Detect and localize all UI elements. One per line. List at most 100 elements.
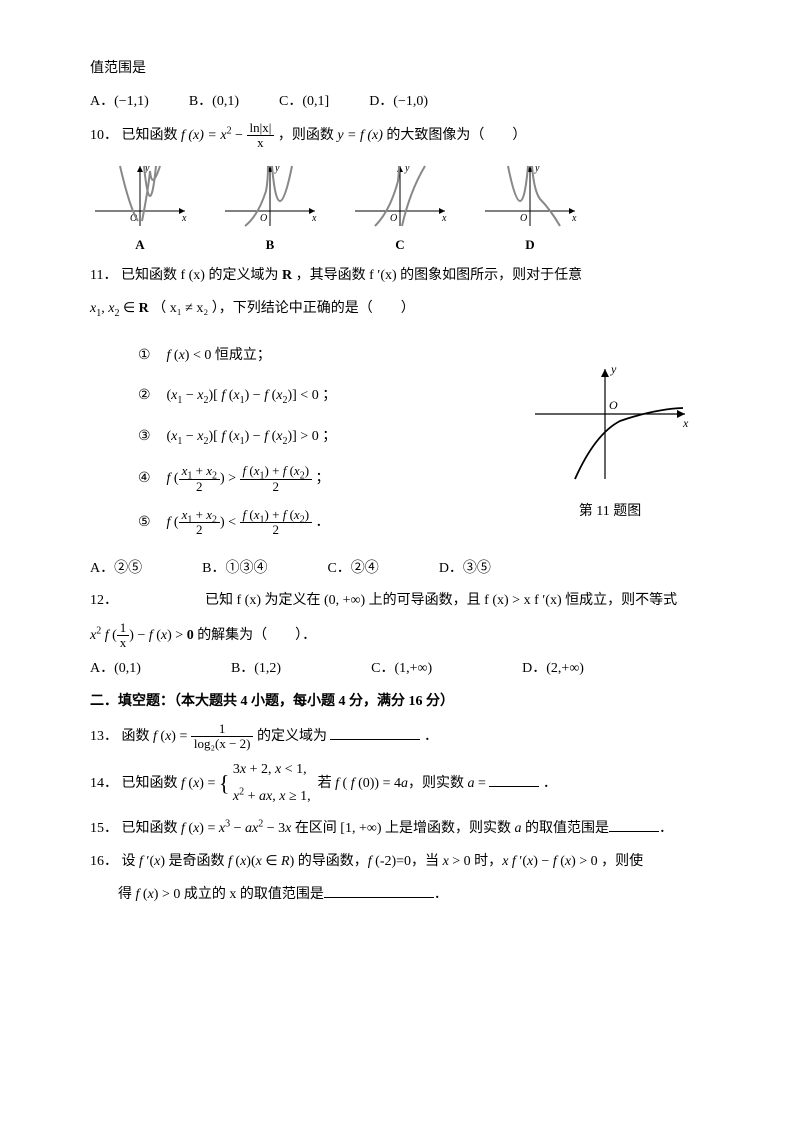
q10-frac-den: x <box>247 136 275 150</box>
svg-text:O: O <box>260 213 267 224</box>
q11-opt-b: B．①③④ <box>202 556 267 583</box>
svg-text:x: x <box>181 213 187 224</box>
q9-options: A．(−1,1) B．(0,1) C．(0,1] D．(−1,0) <box>90 89 710 116</box>
q16-blank[interactable] <box>324 883 434 898</box>
q14-pre: 已知函数 <box>122 776 182 791</box>
q10-eq-sup: 2 <box>227 126 232 137</box>
q14-row2: x2 + ax, x ≥ 1, <box>233 789 311 804</box>
q12-opt-c: C．(1,+∞) <box>371 656 432 683</box>
q10-post: 的大致图像为（ ） <box>386 128 526 143</box>
q11-R1: R <box>282 268 292 283</box>
q11-l1: 11． 已知函数 f (x) 的定义域为 R ，其导函数 f ′(x) 的图象如… <box>90 263 710 290</box>
q11-item3: ③ (x1 − x2)[ f (x1) − f (x2)] > 0 ； <box>138 424 510 451</box>
section2: 二．填空题：（本大题共 4 小题，每小题 4 分，满分 16 分） <box>90 689 710 716</box>
q11-item1: ① f (x) < 0 恒成立； <box>138 343 510 370</box>
q16-l2: 得 f (x) > 0 成立的 x 的取值范围是． <box>90 882 710 909</box>
svg-text:x: x <box>571 213 577 224</box>
q11-caption: 第 11 题图 <box>510 499 710 526</box>
q14-blank[interactable] <box>489 772 539 787</box>
q11-l2par: （ x₁ ≠ x₂ ），下列结论中正确的是（ ） <box>152 301 414 316</box>
svg-text:O: O <box>520 213 527 224</box>
q13-post: 的定义域为 <box>257 729 327 744</box>
q13-end: ． <box>424 729 438 744</box>
q16-num: 16． <box>90 854 118 869</box>
q11-figure: x y O 第 11 题图 <box>510 329 710 552</box>
svg-text:x: x <box>682 416 689 430</box>
q10-eq-l: f (x) = x <box>181 128 227 143</box>
q9-opt-c: C．(0,1] <box>279 89 329 116</box>
q11-body: ① f (x) < 0 恒成立； ② (x1 − x2)[ f (x1) − f… <box>90 329 710 552</box>
q10-graphs: x y O A x y O B x y <box>90 161 710 258</box>
q13-pre: 函数 <box>122 729 154 744</box>
q10-eq2: y = f (x) <box>337 128 383 143</box>
q15-num: 15． <box>90 821 118 836</box>
q10-pre: 已知函数 <box>122 128 182 143</box>
q12-opt-d: D．(2,+∞) <box>522 656 584 683</box>
circ3: ③ <box>138 424 156 451</box>
svg-text:y: y <box>404 163 410 174</box>
q10-frac: ln|x| x <box>247 121 275 151</box>
q14-row1: 3x + 2, x < 1, <box>233 762 307 777</box>
q11-item5: ⑤ f (x1 + x22) < f (x1) + f (x2)2 ． <box>138 508 510 538</box>
q11-item4: ④ f (x1 + x22) > f (x1) + f (x2)2 ； <box>138 464 510 494</box>
q11-l1a: 已知函数 f (x) 的定义域为 <box>121 268 282 283</box>
svg-text:y: y <box>610 362 617 376</box>
q15-blank[interactable] <box>609 817 659 832</box>
q10-frac-num: ln|x| <box>247 121 275 136</box>
q11-l2mid: ∈ <box>123 301 139 316</box>
q13-num: 13． <box>90 729 118 744</box>
q13-frac-den: log₂(x − 2) <box>191 737 254 751</box>
q12-opt-b: B．(1,2) <box>231 656 281 683</box>
svg-text:O: O <box>609 398 618 412</box>
q12-l1-body: 已知 f (x) 为定义在 (0, +∞) 上的可导函数，且 f (x) > x… <box>205 593 677 608</box>
q12-sup: 2 <box>96 625 101 636</box>
q12-l2: x2 f (1x) − f (x) > 0 的解集为（ ）． <box>90 621 710 651</box>
q13-blank[interactable] <box>330 725 420 740</box>
circ2: ② <box>138 383 156 410</box>
q14-end: ． <box>543 776 557 791</box>
prev-tail: 值范围是 <box>90 56 710 83</box>
q11-l2: x1, x2 ∈ R （ x₁ ≠ x₂ ），下列结论中正确的是（ ） <box>90 296 710 323</box>
q11-opt-a: A．②⑤ <box>90 556 142 583</box>
q10-mid: ，则函数 <box>278 128 338 143</box>
q10-num: 10． <box>90 128 118 143</box>
q11-R2: R <box>139 301 149 316</box>
q10-label-d: D <box>525 233 534 258</box>
q12-l1: 12． 已知 f (x) 为定义在 (0, +∞) 上的可导函数，且 f (x)… <box>90 588 710 615</box>
q10-minus: − <box>235 128 246 143</box>
q11-options: A．②⑤ B．①③④ C．②④ D．③⑤ <box>90 556 710 583</box>
circ4: ④ <box>138 466 156 493</box>
q11-opt-c: C．②④ <box>327 556 378 583</box>
q12-opt-a: A．(0,1) <box>90 656 141 683</box>
q12-frac-num: 1 <box>117 621 130 636</box>
q10-graph-b: x y O B <box>220 161 320 258</box>
q10-label-c: C <box>395 233 404 258</box>
q10-label-b: B <box>266 233 275 258</box>
svg-text:y: y <box>534 163 540 174</box>
brace-icon: { <box>219 771 230 796</box>
q11-item2: ② (x1 − x2)[ f (x1) − f (x2)] < 0 ； <box>138 383 510 410</box>
svg-text:x: x <box>311 213 317 224</box>
q14-piecewise: 3x + 2, x < 1, x2 + ax, x ≥ 1, <box>233 757 311 810</box>
q10-stem: 10． 已知函数 f (x) = x2 − ln|x| x ，则函数 y = f… <box>90 121 710 151</box>
q15: 15． 已知函数 f (x) = x3 − ax2 − 3x 在区间 [1, +… <box>90 816 710 843</box>
svg-text:y: y <box>274 163 280 174</box>
q10-graph-c: x y O C <box>350 161 450 258</box>
q9-opt-b: B．(0,1) <box>189 89 239 116</box>
q13: 13． 函数 f (x) = 1log₂(x − 2) 的定义域为 ． <box>90 722 710 752</box>
q13-frac-num: 1 <box>191 722 254 737</box>
q12-tail: 的解集为（ ）． <box>197 628 316 643</box>
q14-num: 14． <box>90 776 118 791</box>
q11-opt-d: D．③⑤ <box>439 556 491 583</box>
svg-text:O: O <box>390 213 397 224</box>
svg-text:x: x <box>441 213 447 224</box>
q11-left: ① f (x) < 0 恒成立； ② (x1 − x2)[ f (x1) − f… <box>90 329 510 552</box>
q11-num: 11． <box>90 268 117 283</box>
q12-options: A．(0,1) B．(1,2) C．(1,+∞) D．(2,+∞) <box>90 656 710 683</box>
q16-l1: 16． 设 f ′(x) 是奇函数 f (x)(x ∈ R) 的导函数，f (-… <box>90 849 710 876</box>
q12-num: 12． <box>90 593 118 608</box>
q14: 14． 已知函数 f (x) = { 3x + 2, x < 1, x2 + a… <box>90 757 710 810</box>
q9-opt-a: A．(−1,1) <box>90 89 149 116</box>
q11-sublist: ① f (x) < 0 恒成立； ② (x1 − x2)[ f (x1) − f… <box>138 343 510 538</box>
q12-frac-den: x <box>117 636 130 650</box>
